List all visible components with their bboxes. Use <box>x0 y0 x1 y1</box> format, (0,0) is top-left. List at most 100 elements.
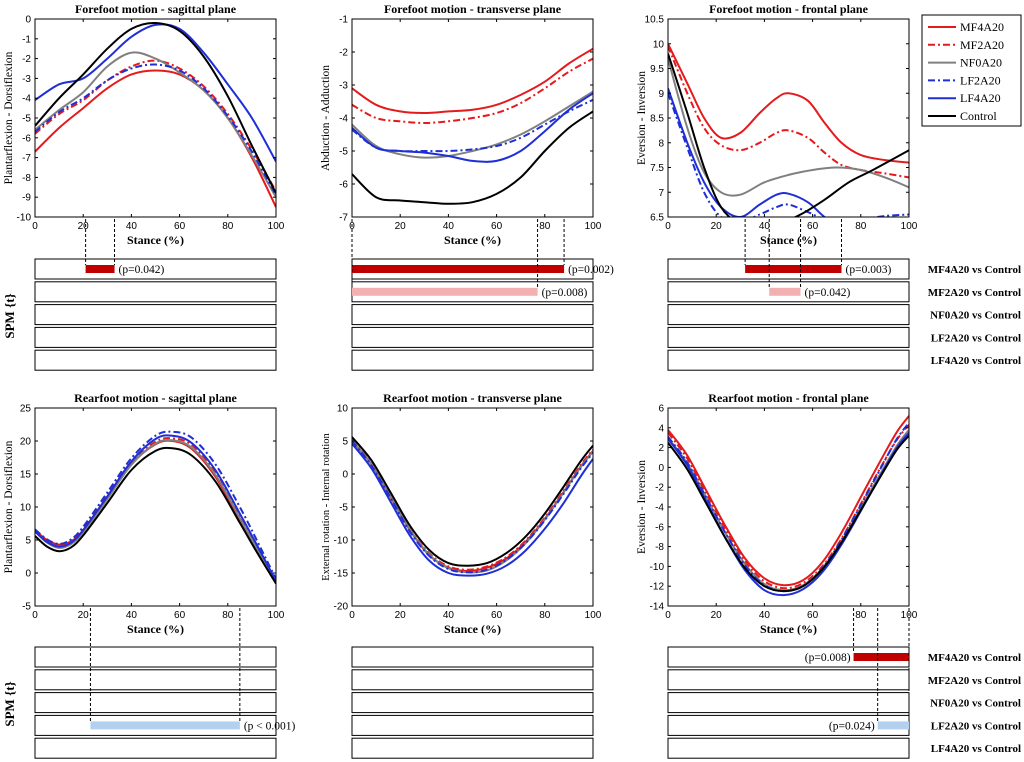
spm-row-box <box>351 669 594 691</box>
spm-row-box <box>34 304 277 326</box>
y-tick-label: 5 <box>25 536 31 547</box>
y-tick-label: -6 <box>22 133 31 144</box>
spm-significance-bar <box>85 265 115 273</box>
spm-row-box <box>667 304 910 326</box>
y-tick-label: -9 <box>22 193 31 204</box>
x-tick-label: 80 <box>855 610 867 621</box>
spm-significance-bar <box>352 287 538 296</box>
comparison-label: MF4A20 vs Control <box>928 652 1021 664</box>
spm-significance-bar <box>745 265 842 273</box>
series-line-mf4a20 <box>352 47 593 114</box>
series-line-lf2a20 <box>352 440 593 574</box>
spm-panel: (p=0.003) (p=0.042) <box>667 219 910 371</box>
y-tick-label: -2 <box>22 54 31 65</box>
spm-panel <box>351 646 594 759</box>
spm-row-box <box>351 326 594 348</box>
spm-bars: (p=0.042) (p=0.002)(p=0.008) (p=0.003)(p=0… <box>34 219 910 759</box>
y-tick-label: -3 <box>339 81 348 92</box>
series-line-lf4a20 <box>668 432 909 597</box>
y-axis-label: Eversion - Inversion <box>636 460 648 554</box>
spm-row-box <box>667 692 910 714</box>
comparison-label: LF4A20 vs Control <box>931 355 1021 367</box>
x-axis-label: Stance (%) <box>760 233 817 247</box>
x-tick-label: 60 <box>174 221 186 232</box>
x-tick-label: 80 <box>855 221 867 232</box>
series-line-control <box>668 53 909 217</box>
y-tick-label: -1 <box>339 15 348 26</box>
y-tick-label: -2 <box>339 48 348 59</box>
spm-row-box <box>351 646 594 668</box>
y-tick-label: -4 <box>22 94 31 105</box>
comparison-label: MF2A20 vs Control <box>928 675 1021 687</box>
legend-entry: MF4A20 <box>960 20 1004 34</box>
y-tick-label: -5 <box>22 114 31 125</box>
y-tick-label: 5 <box>342 437 348 448</box>
y-tick-label: 10 <box>653 39 665 50</box>
y-tick-label: -4 <box>655 503 664 514</box>
y-tick-label: 10.5 <box>645 15 665 26</box>
series-line-lf4a20 <box>668 87 827 217</box>
series-line-nf0a20 <box>35 51 276 198</box>
y-tick-label: -5 <box>22 602 31 613</box>
spm-panel: (p=0.002) (p=0.008) <box>351 219 614 371</box>
chart-title: Rearfoot motion - frontal plane <box>708 391 869 405</box>
x-tick-label: 100 <box>268 221 285 232</box>
chart-title: Rearfoot motion - sagittal plane <box>74 391 237 405</box>
series-group <box>35 430 276 585</box>
y-tick-label: 10 <box>20 503 32 514</box>
y-tick-label: -5 <box>339 503 348 514</box>
series-line-mf2a20 <box>35 437 276 582</box>
chart-title: Forefoot motion - sagittal plane <box>75 2 237 16</box>
y-tick-label: 7.5 <box>650 163 664 174</box>
chart-panel: 0 20 40 60 80 100-14-12-10-8-6-4-20246Rearfoo… <box>636 391 918 636</box>
x-tick-label: 20 <box>711 221 723 232</box>
y-tick-label: 9 <box>658 89 664 100</box>
x-axis-label: Stance (%) <box>127 622 184 636</box>
series-line-lf2a20 <box>668 92 909 217</box>
series-line-mf4a20 <box>352 440 593 572</box>
x-tick-label: 60 <box>174 610 186 621</box>
x-tick-label: 40 <box>443 221 455 232</box>
y-tick-label: -15 <box>334 569 349 580</box>
chart-title: Rearfoot motion - transverse plane <box>383 391 562 405</box>
x-tick-label: 60 <box>491 610 503 621</box>
p-value-label: (p=0.042) <box>119 264 165 276</box>
series-line-nf0a20 <box>352 90 593 159</box>
p-value-label: (p=0.008) <box>805 652 851 664</box>
y-tick-label: -10 <box>334 536 349 547</box>
series-line-control <box>352 436 593 567</box>
series-line-lf4a20 <box>352 92 593 163</box>
spm-panel: (p=0.008) (p=0.024) <box>667 608 910 759</box>
y-tick-label: -5 <box>339 147 348 158</box>
y-tick-label: 25 <box>20 404 32 415</box>
y-tick-label: -6 <box>655 522 664 533</box>
series-line-mf2a20 <box>668 45 909 179</box>
y-tick-label: 10 <box>337 404 349 415</box>
y-tick-label: -6 <box>339 180 348 191</box>
series-line-nf0a20 <box>352 439 593 574</box>
series-line-lf2a20 <box>352 98 593 153</box>
comparison-label: LF2A20 vs Control <box>931 720 1021 732</box>
y-tick-label: 4 <box>658 423 664 434</box>
series-group <box>668 43 909 217</box>
y-tick-label: 20 <box>20 437 32 448</box>
y-axis-label: Plantarflexion - Dorsiflexion <box>3 440 15 573</box>
x-tick-label: 0 <box>665 610 671 621</box>
chart-panel: 0 20 40 60 80 100-10-9-8-7-6-5-4-3-2-10Forefo… <box>3 2 285 247</box>
series-line-control <box>668 435 909 593</box>
legend-entry: NF0A20 <box>960 56 1002 70</box>
y-tick-label: 2 <box>658 443 664 454</box>
x-tick-label: 0 <box>349 610 355 621</box>
plot-frame <box>667 407 910 607</box>
spm-row-box <box>667 669 910 691</box>
p-value-label: (p=0.042) <box>805 287 851 299</box>
x-tick-label: 20 <box>78 221 90 232</box>
series-line-lf2a20 <box>668 422 909 593</box>
y-tick-label: 7 <box>658 188 664 199</box>
series-group <box>352 47 593 205</box>
y-tick-label: -4 <box>339 114 348 125</box>
p-value-label: (p < 0.001) <box>244 720 296 732</box>
comparison-label: NF0A20 vs Control <box>930 698 1021 710</box>
